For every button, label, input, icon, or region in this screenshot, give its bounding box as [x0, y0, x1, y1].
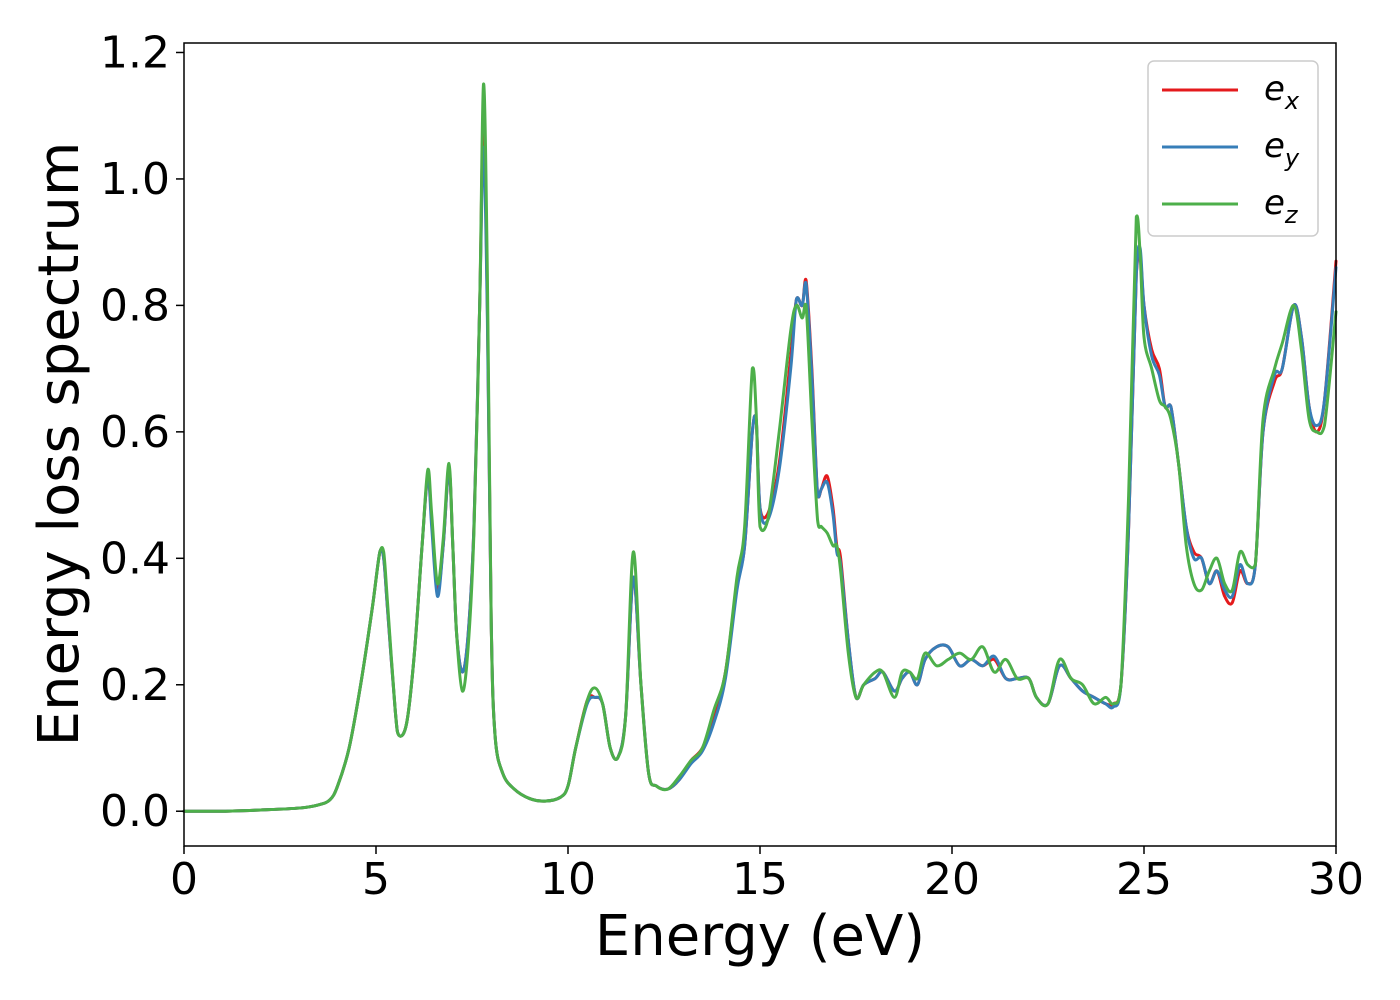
x-tick-label: 0 — [170, 854, 198, 905]
legend-label-sub: y — [1284, 144, 1300, 172]
plot-area — [184, 43, 1336, 846]
x-tick-label: 10 — [540, 854, 596, 905]
y-tick-label: 0.0 — [100, 786, 170, 837]
x-tick-label: 30 — [1308, 854, 1364, 905]
x-tick-label: 20 — [924, 854, 980, 905]
legend-label-y: ey — [1264, 126, 1300, 172]
legend-label-base: e — [1264, 183, 1285, 223]
y-tick-label: 0.6 — [100, 407, 170, 458]
x-tick-label: 25 — [1116, 854, 1172, 905]
x-tick-label: 5 — [362, 854, 390, 905]
series-line-z — [182, 82, 1338, 813]
y-axis: 0.0 0.2 0.4 0.6 0.8 1.0 1.2 — [100, 27, 184, 837]
legend-label-base: e — [1264, 69, 1285, 109]
series-layer — [182, 82, 1338, 813]
y-tick-label: 0.2 — [100, 660, 170, 711]
x-axis-title: Energy (eV) — [595, 904, 925, 969]
x-tick-label: 15 — [732, 854, 788, 905]
y-tick-label: 1.0 — [100, 154, 170, 205]
y-tick-label: 1.2 — [100, 27, 170, 78]
y-tick-label: 0.4 — [100, 533, 170, 584]
legend-label-sub: x — [1284, 87, 1300, 115]
y-tick-label: 0.8 — [100, 280, 170, 331]
legend-label-x: ex — [1264, 69, 1300, 115]
y-axis-title: Energy loss spectrum — [27, 142, 92, 747]
legend-label-base: e — [1264, 126, 1285, 166]
legend-label-sub: z — [1284, 201, 1299, 229]
legend-label-z: ez — [1264, 183, 1299, 229]
x-axis: 0 5 10 15 20 25 30 — [170, 846, 1364, 905]
